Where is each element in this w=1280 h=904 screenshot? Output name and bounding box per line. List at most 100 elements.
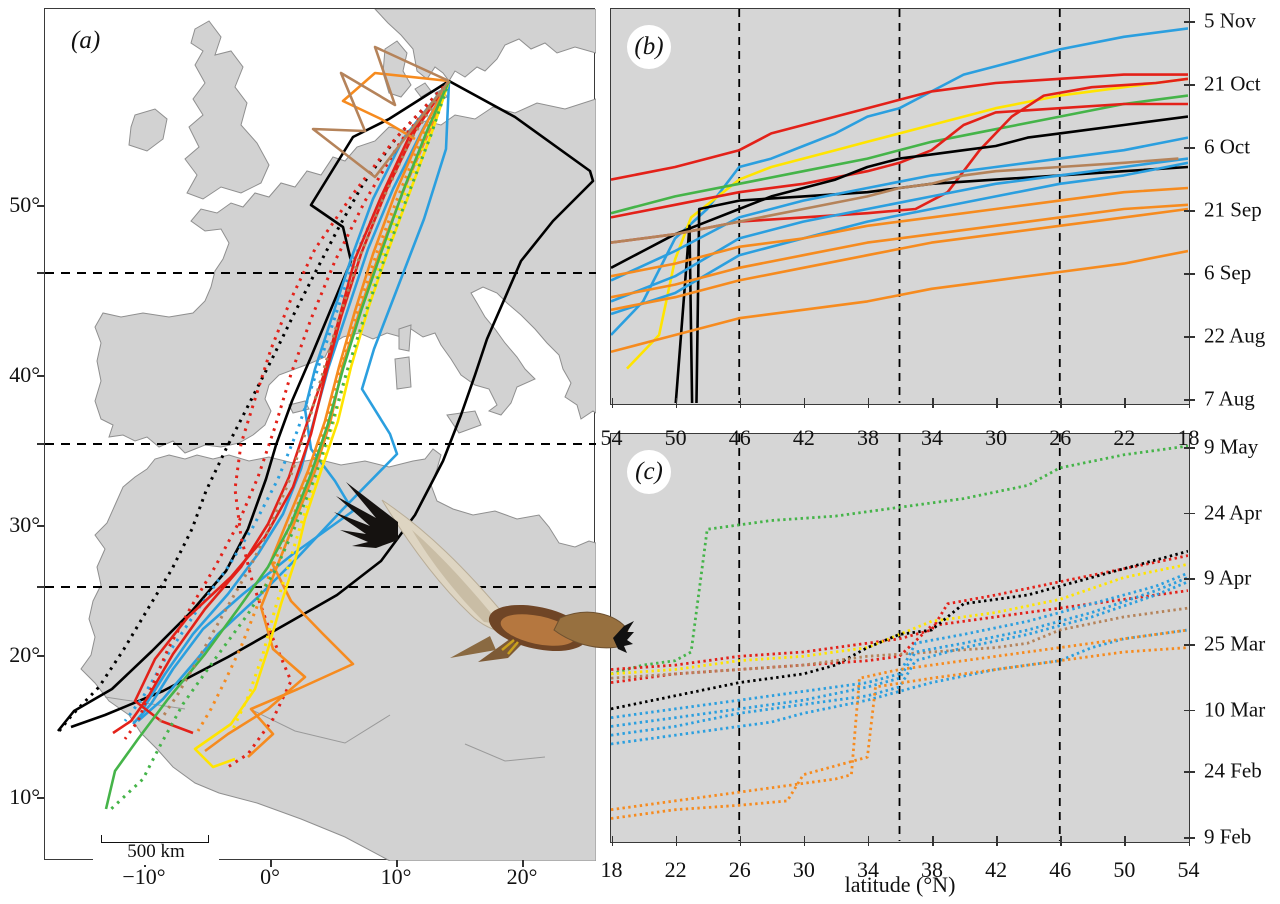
chart-x-tick-mark (1124, 836, 1126, 846)
chart-x-tick-label: 22 (1113, 425, 1136, 450)
migration-track-red-solid (133, 80, 451, 735)
chart-x-tick-label: 42 (985, 857, 1008, 882)
date-tick-mark (1184, 578, 1195, 580)
date-tick-label: 22 Aug (1204, 323, 1266, 348)
lat-tick-mark (37, 375, 44, 377)
chart-x-tick-label: 54 (1177, 857, 1200, 882)
europe-africa-map (45, 9, 596, 861)
chart-x-tick-mark (867, 836, 870, 846)
chart-x-tick-label: 50 (664, 425, 687, 450)
lat-dash-tick (37, 272, 44, 274)
chart-x-tick-mark (1060, 836, 1062, 846)
chart-x-tick-mark (1124, 398, 1126, 408)
track-series-orange-s1 (611, 628, 1188, 812)
lon-tick-label: −10° (122, 864, 166, 889)
chart-x-tick-label: 18 (1177, 425, 1200, 450)
chart-x-tick-label: 38 (856, 425, 879, 450)
track-series-red-s1 (611, 554, 1188, 671)
lat-tick-mark (37, 525, 44, 527)
chart-x-tick-mark (611, 398, 613, 408)
track-series-orange-a (611, 186, 1188, 278)
bird-lower-wingtip (613, 621, 634, 653)
date-tick-label: 9 Apr (1204, 565, 1252, 590)
map-scale-bar: 500 km (93, 831, 219, 865)
chart-x-tick-mark (1188, 398, 1190, 408)
track-series-blue-s2 (611, 576, 1188, 728)
date-tick-mark (1184, 147, 1195, 149)
chart-x-tick-label: 22 (664, 857, 687, 882)
date-tick-label: 6 Oct (1204, 134, 1251, 159)
chart-x-tick-mark (803, 398, 806, 408)
lat-tick-mark (37, 655, 44, 657)
bird-far-wing (450, 636, 496, 658)
migration-track-red-dotted (123, 80, 451, 740)
map-panel: (a) 500 km (44, 8, 596, 865)
chart-x-tick-mark (675, 398, 678, 408)
lat-tick-mark (37, 797, 44, 799)
date-tick-mark (1184, 210, 1195, 212)
marsh-harrier-photo (334, 482, 634, 662)
date-tick-mark (1184, 273, 1195, 275)
lon-tick-label: 20° (506, 864, 538, 889)
lat-tick-label: 30° (9, 512, 40, 537)
chart-x-tick-label: 18 (600, 857, 623, 882)
lat-tick-label: 10° (9, 784, 40, 809)
track-series-orange-c (611, 207, 1188, 312)
date-tick-label: 9 Feb (1204, 824, 1252, 849)
lat-tick-label: 50° (9, 192, 40, 217)
chart-x-tick-label: 26 (1049, 425, 1072, 450)
bird-wingtip-feathers (334, 482, 398, 548)
chart-x-tick-label: 30 (985, 425, 1008, 450)
migration-track-yellow-solid (193, 80, 451, 769)
date-tick-label: 10 Mar (1204, 697, 1266, 722)
bird-legs (501, 639, 519, 655)
track-series-orange-b (611, 203, 1188, 299)
lon-tick-mark (396, 860, 398, 867)
panel-b-label: (b) (634, 33, 664, 60)
migration-track-black-solid (70, 79, 595, 729)
lat-tick-label: 40° (9, 362, 40, 387)
date-tick-mark (1184, 84, 1195, 86)
chart-x-tick-mark (996, 836, 998, 846)
bird-breast (500, 614, 576, 646)
date-tick-mark (1184, 399, 1195, 401)
migration-track-blue-dotted (123, 80, 451, 722)
panel-a-label: (a) (71, 27, 101, 54)
date-tick-label: 9 May (1204, 434, 1259, 459)
chart-x-tick-label: 54 (600, 425, 623, 450)
track-series-blue-s1 (611, 571, 1188, 720)
lon-tick-label: 10° (380, 864, 412, 889)
latitude-axis-title: latitude (°N) (844, 872, 956, 897)
autumn-chart-panel: (b) (610, 8, 1190, 405)
date-tick-label: 6 Sep (1204, 260, 1252, 285)
chart-x-tick-mark (996, 398, 998, 408)
spring-chart-panel: (c) (610, 433, 1190, 843)
track-series-green-s (611, 444, 1188, 676)
chart-x-tick-mark (739, 836, 742, 846)
panel-b-badge: (b) (627, 25, 671, 69)
date-tick-mark (1184, 447, 1195, 449)
migration-track-orange-solid (341, 71, 450, 141)
date-tick-mark (1184, 336, 1195, 338)
track-series-blue-s3 (611, 580, 1188, 737)
migration-tracks (54, 45, 595, 813)
chart-x-tick-label: 46 (1049, 857, 1072, 882)
autumn-chart (611, 9, 1188, 403)
chart-x-tick-mark (1060, 398, 1062, 408)
lat-tick-mark (37, 205, 44, 207)
track-series-brown-a (611, 157, 1179, 244)
track-series-black-a (611, 115, 1188, 269)
chart-x-tick-label: 34 (921, 425, 944, 450)
chart-x-tick-mark (803, 836, 806, 846)
track-series-blue-c (611, 157, 1188, 303)
chart-x-tick-label: 50 (1113, 857, 1136, 882)
lon-tick-mark (522, 860, 524, 867)
date-tick-label: 24 Feb (1204, 758, 1262, 783)
date-tick-mark (1184, 21, 1195, 23)
date-tick-label: 25 Mar (1204, 631, 1266, 656)
lat-tick-label: 20° (9, 642, 40, 667)
track-series-red-a (611, 73, 1188, 181)
chart-x-tick-label: 26 (728, 857, 751, 882)
migration-track-black-dotted (54, 79, 451, 736)
chart-x-tick-mark (675, 836, 678, 846)
